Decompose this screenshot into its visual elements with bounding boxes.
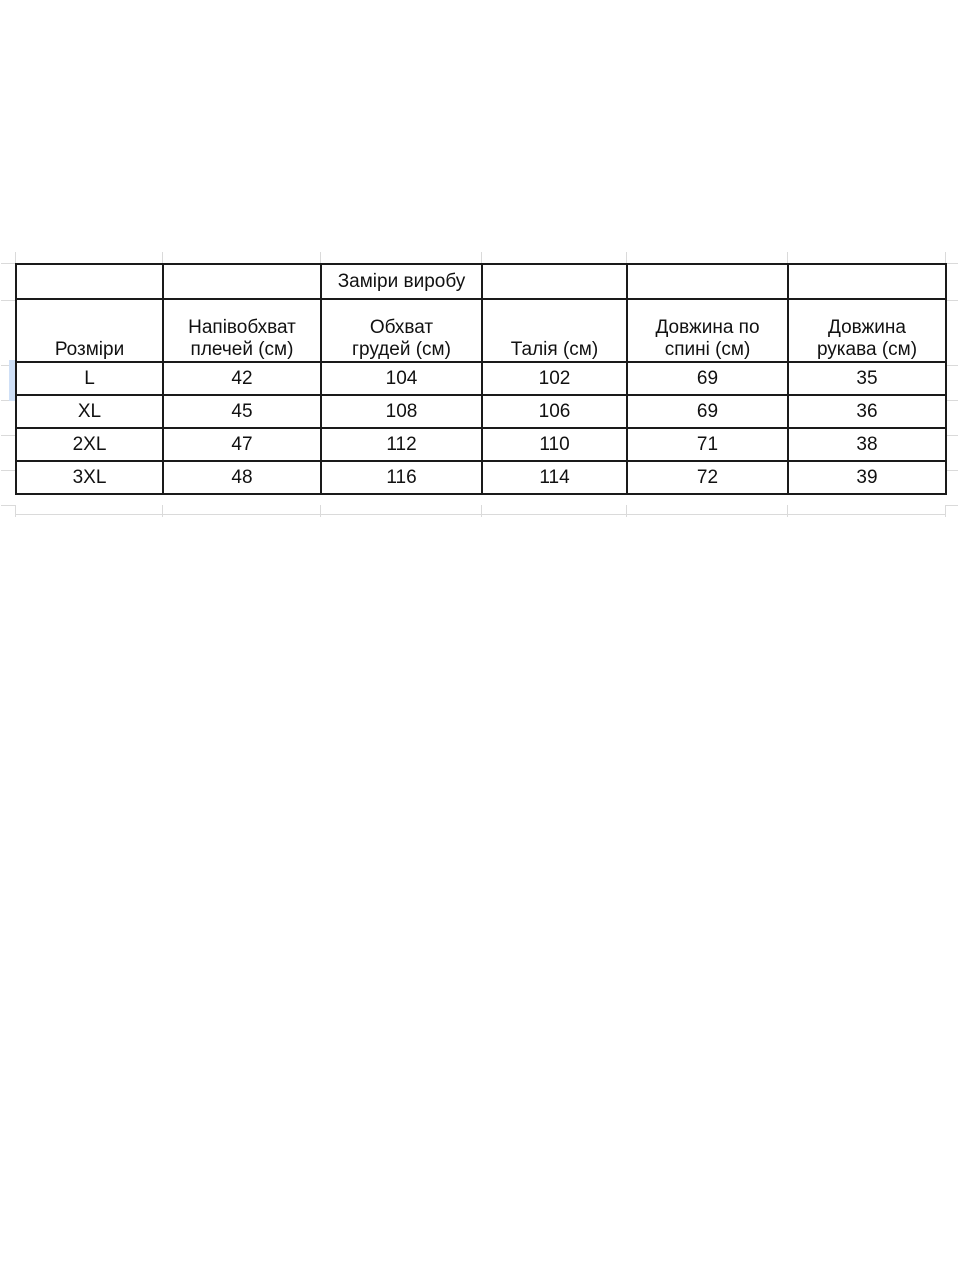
column-header-waist[interactable]: Талія (см) <box>481 298 628 363</box>
column-header-sleeve-length[interactable]: Довжина рукава (см) <box>787 298 947 363</box>
table-title-cell[interactable]: Заміри виробу <box>320 263 483 300</box>
title-row-cell[interactable] <box>162 263 322 300</box>
active-row-indicator <box>9 360 16 401</box>
column-header-back-length[interactable]: Довжина по спині (см) <box>626 298 789 363</box>
gridline-stub <box>1 505 15 506</box>
gridline-stub <box>1 300 15 301</box>
value-cell[interactable]: 45 <box>162 394 322 429</box>
value-cell[interactable]: 69 <box>626 361 789 396</box>
table-row-l: L 42 104 102 69 35 <box>15 361 947 396</box>
column-header-sizes[interactable]: Розміри <box>15 298 164 363</box>
gridline-stub <box>626 505 627 517</box>
gridline-stub <box>946 470 958 471</box>
gridline-stub <box>15 252 16 263</box>
value-cell[interactable]: 116 <box>320 460 483 495</box>
table-title-row: Заміри виробу <box>15 263 947 300</box>
gridline-stub <box>320 505 321 517</box>
table-row-xl: XL 45 108 106 69 36 <box>15 394 947 429</box>
table-header-row: Розміри Напівобхват плечей (см) Обхват г… <box>15 298 947 363</box>
gridline-stub <box>162 505 163 517</box>
gridline-stub <box>787 505 788 517</box>
gridline-stub <box>162 252 163 263</box>
value-cell[interactable]: 110 <box>481 427 628 462</box>
gridline-stub <box>946 435 958 436</box>
gridline-stub <box>626 252 627 263</box>
gridline-stub <box>481 505 482 517</box>
gridline-stub <box>946 263 958 264</box>
gridline-stub <box>320 252 321 263</box>
value-cell[interactable]: 48 <box>162 460 322 495</box>
gridline-stub <box>15 505 16 517</box>
title-row-cell[interactable] <box>626 263 789 300</box>
value-cell[interactable]: 47 <box>162 427 322 462</box>
value-cell[interactable]: 35 <box>787 361 947 396</box>
value-cell[interactable]: 42 <box>162 361 322 396</box>
value-cell[interactable]: 112 <box>320 427 483 462</box>
gridline-stub <box>1 400 15 401</box>
value-cell[interactable]: 106 <box>481 394 628 429</box>
column-header-chest[interactable]: Обхват грудей (см) <box>320 298 483 363</box>
gridline-stub <box>1 470 15 471</box>
gridline-stub <box>15 514 945 515</box>
size-cell[interactable]: XL <box>15 394 164 429</box>
gridline-stub <box>1 435 15 436</box>
gridline-stub <box>945 252 946 263</box>
value-cell[interactable]: 69 <box>626 394 789 429</box>
value-cell[interactable]: 71 <box>626 427 789 462</box>
column-header-shoulder[interactable]: Напівобхват плечей (см) <box>162 298 322 363</box>
title-row-cell[interactable] <box>787 263 947 300</box>
size-cell[interactable]: 2XL <box>15 427 164 462</box>
gridline-stub <box>946 300 958 301</box>
gridline-stub <box>946 505 958 506</box>
size-chart-table: Заміри виробу Розміри Напівобхват плечей… <box>15 263 947 495</box>
size-cell[interactable]: L <box>15 361 164 396</box>
gridline-stub <box>481 252 482 263</box>
gridline-stub <box>946 365 958 366</box>
gridline-stub <box>945 505 946 517</box>
value-cell[interactable]: 39 <box>787 460 947 495</box>
gridline-stub <box>787 252 788 263</box>
value-cell[interactable]: 36 <box>787 394 947 429</box>
value-cell[interactable]: 104 <box>320 361 483 396</box>
value-cell[interactable]: 114 <box>481 460 628 495</box>
value-cell[interactable]: 102 <box>481 361 628 396</box>
value-cell[interactable]: 108 <box>320 394 483 429</box>
title-row-cell[interactable] <box>481 263 628 300</box>
gridline-stub <box>946 400 958 401</box>
size-cell[interactable]: 3XL <box>15 460 164 495</box>
gridline-stub <box>1 263 15 264</box>
title-row-cell[interactable] <box>15 263 164 300</box>
value-cell[interactable]: 38 <box>787 427 947 462</box>
table-row-3xl: 3XL 48 116 114 72 39 <box>15 460 947 495</box>
value-cell[interactable]: 72 <box>626 460 789 495</box>
table-row-2xl: 2XL 47 112 110 71 38 <box>15 427 947 462</box>
gridline-stub <box>1 365 15 366</box>
